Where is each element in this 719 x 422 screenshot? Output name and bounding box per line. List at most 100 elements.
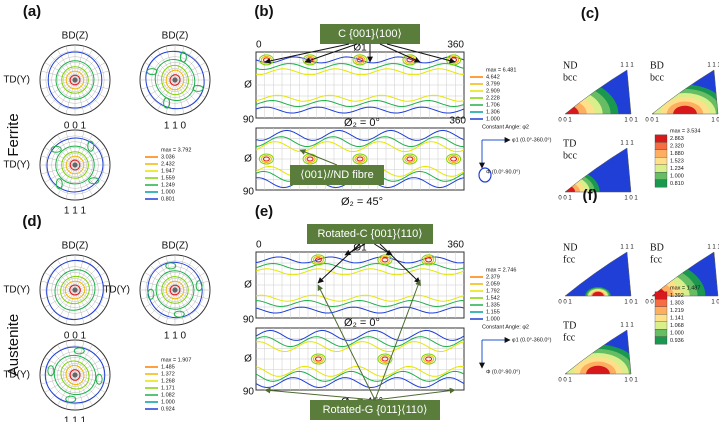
axis-label: TD(Y) [3,75,30,86]
center [72,162,78,168]
contour [60,360,90,390]
legend-label: 2.909 [486,88,500,94]
callout-text: Rotated-C {001}⟨110⟩ [317,228,422,240]
legend-label: 1.082 [161,392,175,398]
contour [61,151,89,179]
legend-label: 1.234 [670,166,684,172]
contour [255,141,465,153]
legend-swatch [654,306,668,315]
ipf-band [666,101,704,114]
axis-icon-label: Φ (0.0°-90.0°) [486,369,520,375]
axis-icon-label: φ1 (0.0°-360.0°) [512,337,552,343]
corner-label: 0 0 1 [645,300,659,306]
contour [255,129,465,141]
contour [69,159,81,171]
legend-label: 1.268 [161,378,175,384]
center [172,77,178,83]
contour [165,262,177,270]
center [72,372,78,378]
legend-label: 2.059 [486,281,500,287]
contour [255,306,465,314]
contour [145,50,205,110]
contour [402,153,418,165]
arrow [304,43,358,64]
section-caption: Ø₂ = 0° [344,317,380,329]
legend-label: max = 2.746 [486,267,516,273]
axis-label: Ø [244,354,252,365]
contour [165,69,185,91]
corner-label: 1 0 1 [624,378,638,384]
contour [95,373,103,385]
legend-label: 1.000 [486,116,500,122]
legend-label: 2.228 [486,95,500,101]
arrow [374,279,421,401]
contour [255,329,465,341]
ipf-band [565,181,581,192]
phase-label: bcc [563,150,577,161]
contour [304,155,316,163]
contour [255,268,465,276]
contour [60,275,90,305]
legend-swatch [654,179,668,188]
legend-swatch [654,299,668,307]
pole-figure [39,339,111,411]
arrow [264,387,376,401]
contour [406,156,414,162]
ipf-fill [565,252,631,296]
contour [46,137,104,193]
legend-label: 0.924 [161,406,175,412]
phase-label: fcc [650,254,663,265]
axis-label: 1 1 1 [64,206,87,217]
contour [258,153,274,165]
axis-label: 1 1 1 [64,416,87,422]
corner-label: 1 1 1 [620,141,634,147]
contour [255,136,465,148]
legend-label: 1.249 [161,182,175,188]
contour [302,54,318,66]
legend-label: 1.000 [161,189,175,195]
contour [87,140,95,152]
contour [448,155,460,163]
arrow [299,149,338,166]
odf-section [255,251,465,319]
contour [377,254,393,266]
arrow [344,243,366,256]
contour [379,255,391,264]
odf-section [255,327,465,391]
pole-figure [39,44,111,116]
contour [255,370,465,382]
contour [312,355,324,363]
corner-label: 0 0 1 [558,378,572,384]
legend-swatch [654,336,668,345]
contour [155,270,195,310]
legend-label: 1.000 [670,173,684,179]
legend-swatch [654,164,668,173]
contour [423,355,435,363]
axis-label: Ø1 [353,243,367,254]
contour [478,167,492,183]
panel-label: (c) [581,5,599,22]
contour [47,51,103,109]
axis-label: Ø [244,154,252,165]
contour [54,269,96,311]
arrow [386,43,456,64]
contour [161,276,189,304]
legend-label: 2.863 [670,136,684,142]
center [172,287,178,293]
contour [262,156,270,162]
callout-text: C {001}⟨100⟩ [338,28,402,40]
corner-label: 1 1 1 [620,63,634,69]
axis-label: BD(Z) [62,31,89,42]
legend-swatch [654,142,668,150]
direction-label: ND [563,242,577,253]
axis-label: Ø1 [353,43,367,54]
contour [173,310,185,318]
ipf-band [652,281,674,296]
contour [255,106,465,114]
legend-label: 1.306 [486,109,500,115]
ipf-band [592,291,604,296]
legend-label: Constant Angle: φ2 [482,324,529,330]
legend-swatch [654,149,668,158]
axis-label: Ø [244,80,252,91]
